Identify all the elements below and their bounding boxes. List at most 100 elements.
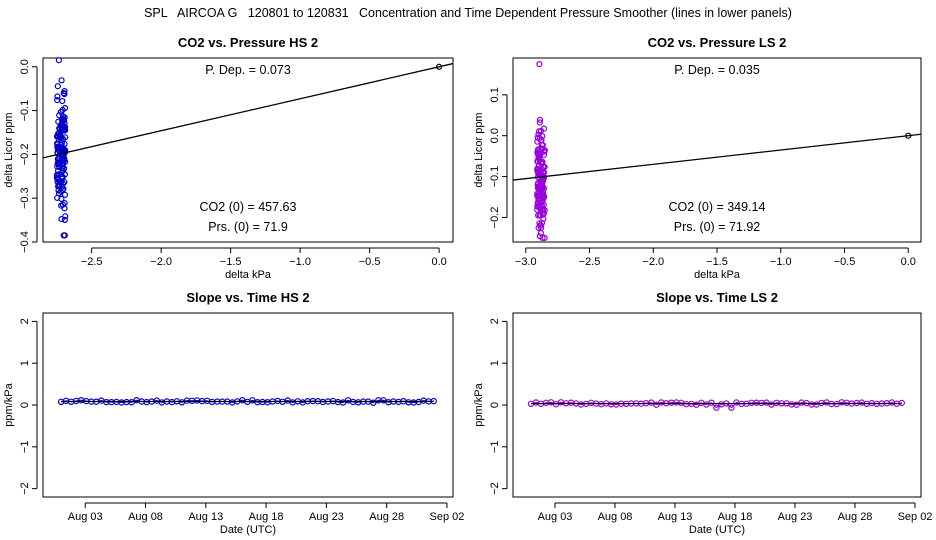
y-tick-label: −0.4 <box>19 231 31 253</box>
x-tick-label: 0.0 <box>901 256 916 268</box>
scatter-point <box>534 138 541 145</box>
x-tick-label: −1.0 <box>770 256 792 268</box>
x-tick-label: Aug 18 <box>249 511 284 523</box>
scatter-point <box>61 104 69 112</box>
x-tick-label: Aug 28 <box>838 511 873 523</box>
x-axis-label: delta kPa <box>694 269 741 281</box>
scatter-point <box>539 192 546 199</box>
x-tick-label: Aug 08 <box>128 511 163 523</box>
scatter-point <box>55 176 62 184</box>
x-tick-label: Sep 02 <box>430 511 465 523</box>
scatter-point <box>534 192 541 200</box>
scatter-point <box>55 57 63 64</box>
y-tick-label: 0.0 <box>19 59 31 74</box>
x-tick-label: −2.5 <box>579 256 601 268</box>
series-point <box>713 404 720 411</box>
x-tick-label: Aug 13 <box>658 511 693 523</box>
scatter-point <box>59 187 66 194</box>
y-tick-label: −0.2 <box>19 144 31 166</box>
y-tick-label: −0.2 <box>489 207 501 229</box>
scatter-point <box>535 224 542 231</box>
x-tick-label: Aug 23 <box>309 511 344 523</box>
origin-point <box>905 132 912 139</box>
scatter-point <box>535 203 542 210</box>
scatter-point <box>60 89 67 97</box>
annotation-prs-0: Prs. (0) = 71.92 <box>674 220 761 234</box>
scatter-point <box>61 114 68 121</box>
scatter-point <box>534 183 542 190</box>
scatter-point <box>540 125 548 132</box>
origin-point <box>436 63 443 70</box>
scatter-point <box>54 83 61 90</box>
x-tick-label: Aug 28 <box>369 511 404 523</box>
y-tick-label: 0.1 <box>489 87 501 102</box>
series-point <box>728 404 735 411</box>
y-axis-label: ppm/kPa <box>473 382 485 426</box>
x-tick-label: −0.5 <box>359 256 381 268</box>
x-axis-label: Date (UTC) <box>220 524 276 536</box>
scatter-point <box>536 119 543 126</box>
panel-co2-pressure-ls: CO2 vs. Pressure LS 2 −3.0 −2.5 −2.0 −1.5 −1.… <box>473 35 922 281</box>
scatter-point <box>61 191 69 198</box>
annotation-co2-0: CO2 (0) = 349.14 <box>669 200 766 214</box>
scatter-point <box>535 169 542 176</box>
scatter-point <box>58 120 66 127</box>
annotation-p-dep: P. Dep. = 0.035 <box>674 63 760 77</box>
plot-frame <box>42 57 454 243</box>
x-tick-label: Aug 03 <box>538 511 573 523</box>
x-tick-label: −1.0 <box>289 256 311 268</box>
scatter-point <box>56 125 63 132</box>
annotation-co2-0: CO2 (0) = 457.63 <box>200 200 297 214</box>
y-tick-label: 1 <box>19 360 31 366</box>
scatter-point <box>54 96 61 104</box>
scatter-point <box>535 153 542 160</box>
scatter-point <box>61 200 68 207</box>
scatter-point <box>61 155 68 162</box>
scatter-point <box>61 232 68 239</box>
plot-frame <box>512 57 922 243</box>
scatter-point <box>61 216 69 223</box>
scatter-point <box>54 194 61 201</box>
y-tick-label: −1 <box>489 441 501 454</box>
scatter-point <box>58 195 65 202</box>
chart-title: CO2 vs. Pressure HS 2 <box>178 35 318 50</box>
scatter-point <box>536 60 543 68</box>
scatter-point <box>534 165 541 172</box>
x-axis-label: Date (UTC) <box>689 524 745 536</box>
chart-title: Slope vs. Time LS 2 <box>656 290 778 305</box>
scatter-point <box>61 179 68 186</box>
y-tick-label: 0 <box>489 402 501 408</box>
scatter-point <box>58 178 65 185</box>
scatter-point <box>538 199 546 206</box>
scatter-point <box>58 77 65 84</box>
x-axis-label: delta kPa <box>225 269 272 281</box>
series-point <box>339 399 347 406</box>
scatter-point <box>56 131 64 138</box>
scatter-point <box>539 210 546 217</box>
scatter-point <box>534 200 541 207</box>
x-tick-label: −1.5 <box>220 256 242 268</box>
scatter-point <box>534 190 541 197</box>
x-tick-label: Aug 03 <box>68 511 103 523</box>
y-tick-label: 2 <box>489 318 501 324</box>
scatter-point <box>54 141 61 148</box>
scatter-point <box>60 126 67 133</box>
scatter-point <box>54 163 61 170</box>
x-tick-label: Sep 02 <box>898 511 933 523</box>
scatter-point <box>59 167 66 174</box>
scatter-point <box>56 112 63 119</box>
x-tick-label: −2.0 <box>150 256 172 268</box>
y-tick-label: −1 <box>19 441 31 454</box>
y-axis-label: delta Licor ppm <box>473 112 485 187</box>
x-tick-label: −0.5 <box>834 256 856 268</box>
scatter-point <box>541 163 548 171</box>
scatter-point <box>59 97 66 105</box>
x-tick-label: Aug 13 <box>188 511 223 523</box>
y-tick-label: −0.1 <box>19 100 31 122</box>
fit-line <box>42 62 454 159</box>
scatter-point <box>59 135 67 142</box>
chart-title: CO2 vs. Pressure LS 2 <box>648 35 787 50</box>
annotation-p-dep: P. Dep. = 0.073 <box>205 63 291 77</box>
y-tick-label: 2 <box>19 318 31 324</box>
